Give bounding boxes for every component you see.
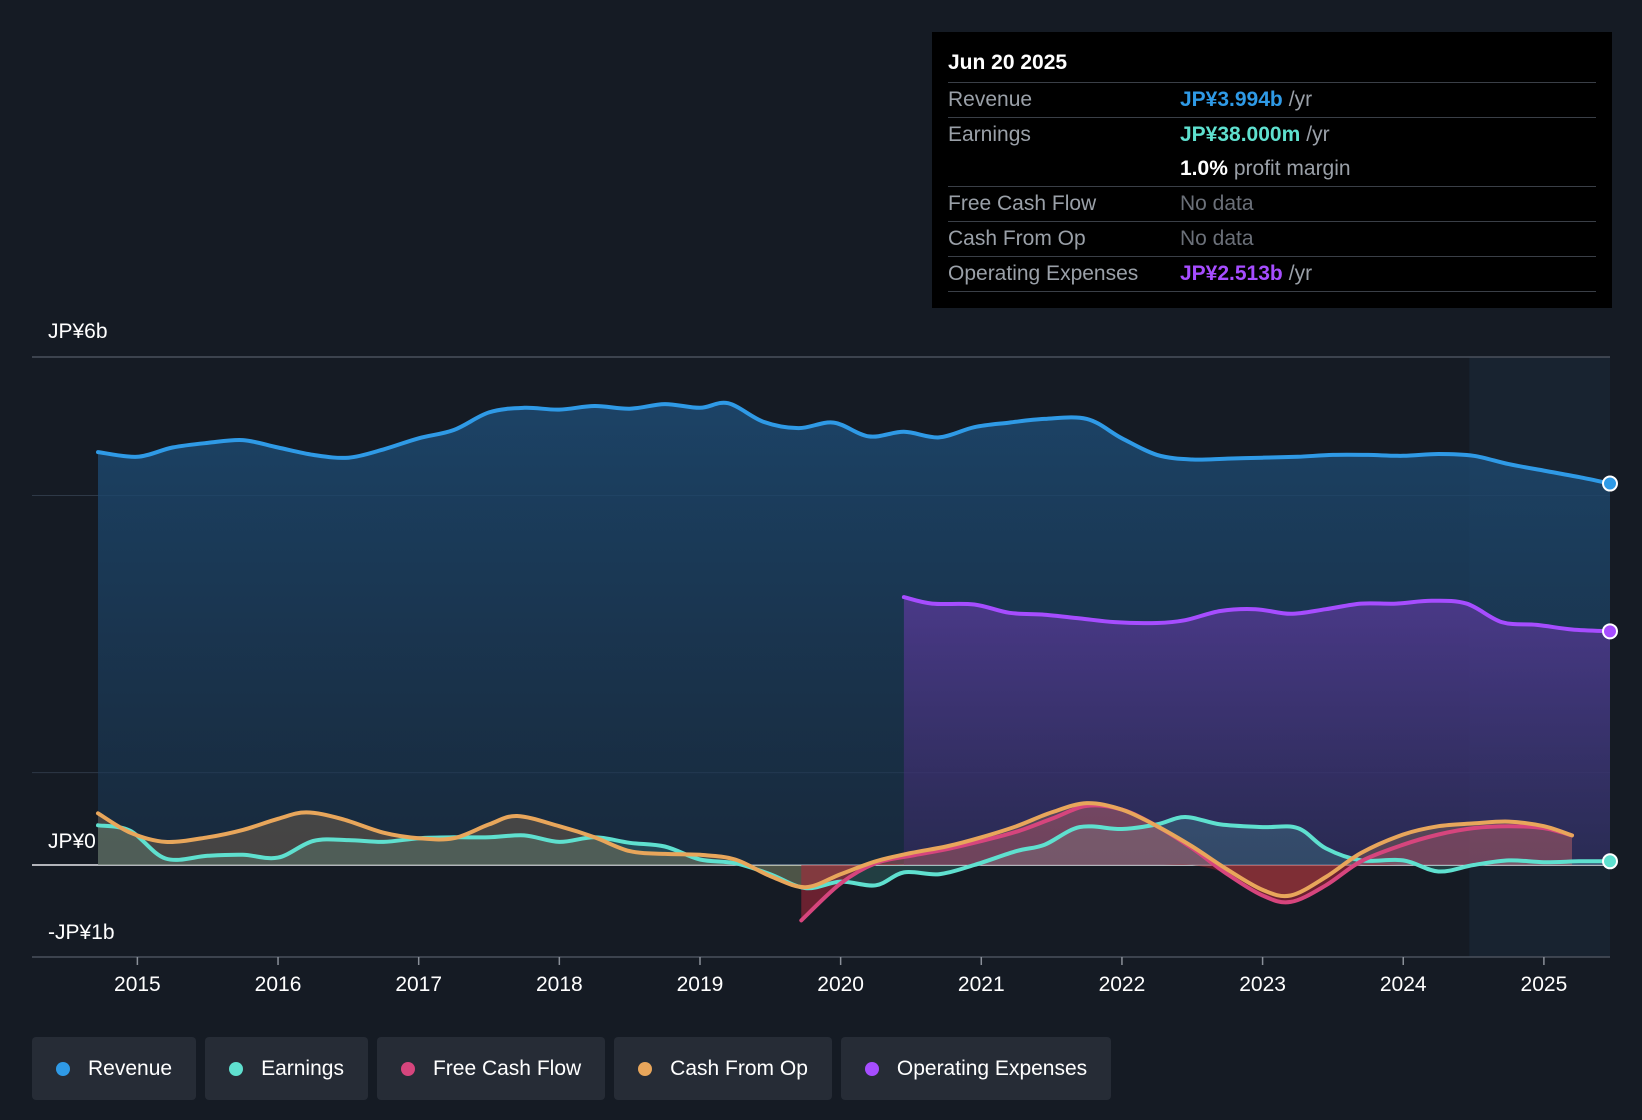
line-cash-from-op	[96, 801, 1574, 899]
tooltip-row-label: Cash From Op	[948, 227, 1086, 250]
legend-item-revenue[interactable]: Revenue	[32, 1037, 197, 1100]
tooltip-row-value: No data	[1180, 192, 1254, 215]
tooltip-row: Operating Expenses JP¥2.513b/yr	[948, 256, 1596, 291]
x-tick-label-2023: 2023	[1239, 973, 1286, 996]
legend-label: Revenue	[88, 1056, 173, 1080]
legend-item-free-cash-flow[interactable]: Free Cash Flow	[376, 1037, 606, 1100]
x-tick-label-2020: 2020	[817, 973, 864, 996]
tooltip-row: 1.0% profit margin	[948, 152, 1596, 186]
tooltip-row-label: Free Cash Flow	[948, 192, 1097, 215]
x-tick-label-2016: 2016	[255, 973, 302, 996]
legend-item-earnings[interactable]: Earnings	[205, 1037, 368, 1100]
y-axis-zero-label: JP¥0	[48, 830, 96, 853]
x-axis-ticks: 2015 2016 2017 2018 2019 2020 2021 2022 2023 2024…	[114, 957, 1567, 996]
end-marker-earnings	[1602, 853, 1618, 870]
tooltip-date: Jun 20 2025	[948, 51, 1068, 74]
legend-dot-icon	[229, 1061, 244, 1076]
line-revenue	[96, 400, 1612, 486]
tooltip-row-value: JP¥3.994b	[1180, 88, 1283, 111]
tooltip-row-value: JP¥38.000m	[1180, 123, 1301, 146]
tooltip-row-label: Revenue	[948, 88, 1033, 111]
y-axis-top-label: JP¥6b	[48, 320, 108, 343]
tooltip-row: Free Cash Flow No data	[948, 186, 1596, 221]
tooltip-row-unit: /yr	[1288, 88, 1313, 111]
line-earnings	[96, 815, 1612, 891]
x-tick-label-2015: 2015	[114, 973, 161, 996]
y-axis-bottom-label: -JP¥1b	[48, 921, 115, 944]
end-marker-revenue	[1602, 475, 1618, 492]
x-tick-label-2021: 2021	[958, 973, 1005, 996]
tooltip-row-label: Earnings	[948, 123, 1031, 146]
tooltip-row-value: 1.0%	[1180, 157, 1228, 180]
end-marker-operating-expenses	[1602, 623, 1618, 640]
tooltip-row-value: No data	[1180, 227, 1254, 250]
tooltip-row-label: Operating Expenses	[948, 262, 1139, 285]
area-free-cash-flow	[801, 805, 1572, 921]
legend-dot-icon	[638, 1061, 653, 1076]
x-tick-label-2017: 2017	[395, 973, 442, 996]
area-cash-from-op	[98, 803, 1572, 897]
legend-dot-icon	[56, 1061, 70, 1076]
x-tick-label-2022: 2022	[1099, 973, 1146, 996]
legend-dot-icon	[400, 1061, 415, 1076]
line-operating-expenses	[901, 595, 1612, 634]
area-earnings	[98, 817, 1610, 889]
x-tick-label-2018: 2018	[536, 973, 583, 996]
x-tick-label-2024: 2024	[1380, 973, 1427, 996]
chart-legend: Revenue Earnings Free Cash Flow Cash From O…	[32, 1037, 1112, 1100]
legend-label: Free Cash Flow	[432, 1056, 582, 1080]
tooltip-row-unit: profit margin	[1233, 157, 1351, 180]
series-areas	[98, 402, 1610, 921]
legend-label: Cash From Op	[670, 1056, 808, 1080]
tooltip-panel: Jun 20 2025 Revenue JP¥3.994b/yr Earnings J…	[932, 32, 1612, 308]
tooltip-row-value: JP¥2.513b	[1180, 262, 1283, 285]
legend-item-cash-from-op[interactable]: Cash From Op	[614, 1037, 832, 1100]
area-operating-expenses	[903, 597, 1610, 865]
tooltip-row-unit: /yr	[1288, 262, 1313, 285]
tooltip-row-unit: /yr	[1306, 123, 1330, 146]
tooltip-row: Earnings JP¥38.000m/yr	[948, 117, 1596, 152]
legend-dot-icon	[864, 1061, 879, 1076]
tooltip-row: Cash From Op No data	[948, 221, 1596, 256]
x-tick-label-2025: 2025	[1521, 973, 1568, 996]
x-tick-label-2019: 2019	[677, 973, 724, 996]
series-lines	[96, 400, 1618, 923]
tooltip-row: Revenue JP¥3.994b/yr	[948, 82, 1596, 117]
legend-item-operating-expenses[interactable]: Operating Expenses	[840, 1037, 1112, 1100]
legend-label: Operating Expenses	[896, 1056, 1088, 1080]
legend-label: Earnings	[261, 1056, 344, 1080]
